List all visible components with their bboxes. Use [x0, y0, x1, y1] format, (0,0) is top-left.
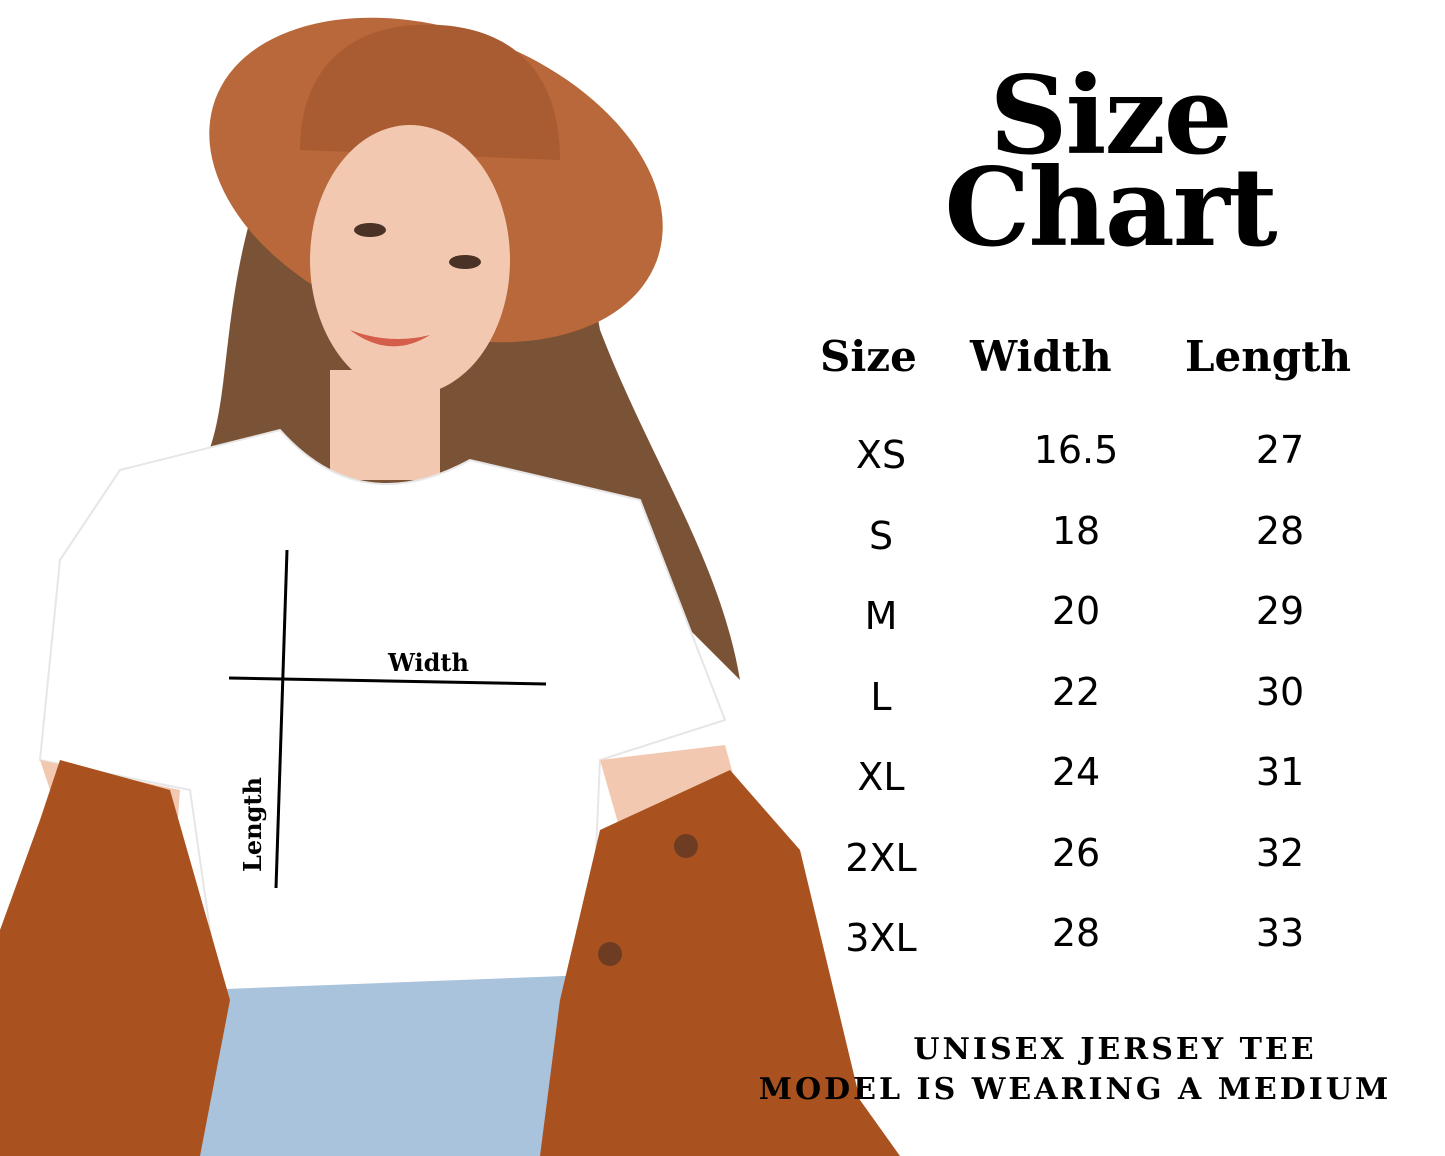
jacket-button	[674, 834, 698, 858]
cell-size: 2XL	[845, 835, 917, 880]
cell-length: 33	[1255, 911, 1305, 955]
cell-length: 27	[1255, 428, 1305, 472]
cell-size: L	[870, 674, 892, 719]
jeans	[130, 975, 640, 1156]
cell-length: 32	[1255, 830, 1305, 875]
page-title: Size Chart	[880, 53, 1340, 271]
width-label: Width	[388, 648, 469, 677]
cell-size: S	[868, 513, 894, 558]
header-size: Size	[820, 332, 917, 381]
hat-crown	[300, 24, 560, 160]
cell-width: 26	[1051, 830, 1101, 875]
cell-size: 3XL	[845, 916, 917, 960]
left-eye	[354, 223, 386, 237]
footer-model-note: MODEL IS WEARING A MEDIUM	[758, 1072, 1392, 1107]
cell-width: 22	[1051, 669, 1101, 714]
cell-width: 28	[1051, 911, 1101, 955]
lips	[350, 330, 430, 347]
footer-product: UNISEX JERSEY TEE	[913, 1032, 1317, 1067]
face	[310, 125, 510, 395]
length-line	[274, 549, 289, 889]
right-eye	[449, 255, 481, 269]
header-length: Length	[1185, 332, 1352, 381]
title-line-2: Chart	[944, 145, 1277, 271]
jacket-left	[0, 760, 230, 1156]
cell-length: 31	[1255, 750, 1305, 794]
cell-width: 24	[1051, 750, 1101, 794]
cell-width: 16.5	[1033, 428, 1119, 472]
jacket-button	[598, 942, 622, 966]
model-photo	[0, 17, 900, 1156]
cell-width: 20	[1051, 589, 1101, 633]
cell-length: 30	[1255, 669, 1305, 714]
cell-length: 29	[1255, 589, 1305, 633]
title-line-1: Size	[989, 53, 1232, 179]
width-line	[228, 676, 547, 686]
length-label: Length	[237, 777, 267, 872]
cell-size: XS	[855, 433, 907, 477]
jacket-right	[540, 770, 900, 1156]
cell-size: M	[864, 594, 898, 638]
cell-width: 18	[1051, 508, 1101, 553]
cell-size: XL	[857, 755, 905, 799]
header-width: Width	[970, 332, 1112, 381]
neck	[330, 370, 440, 480]
cell-length: 28	[1255, 508, 1305, 553]
